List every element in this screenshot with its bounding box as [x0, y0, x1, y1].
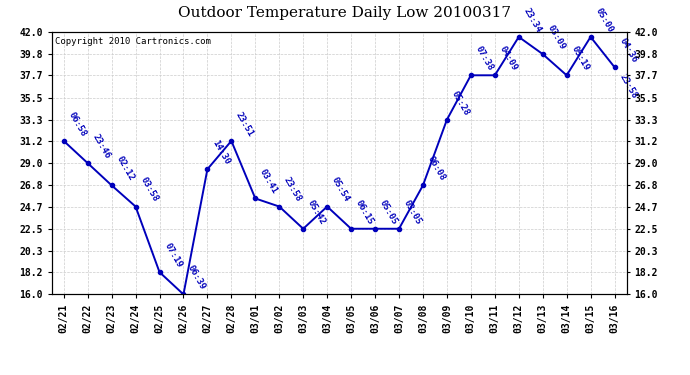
Text: 04:09: 04:09 — [497, 45, 519, 72]
Text: 05:00: 05:00 — [593, 6, 615, 34]
Text: Copyright 2010 Cartronics.com: Copyright 2010 Cartronics.com — [55, 37, 210, 46]
Text: Outdoor Temperature Daily Low 20100317: Outdoor Temperature Daily Low 20100317 — [179, 6, 511, 20]
Text: 23:34: 23:34 — [522, 6, 543, 34]
Text: 23:58: 23:58 — [618, 73, 638, 100]
Text: 06:39: 06:39 — [186, 264, 208, 292]
Text: 23:51: 23:51 — [234, 110, 255, 138]
Text: 02:12: 02:12 — [115, 155, 136, 183]
Text: 14:30: 14:30 — [210, 139, 231, 166]
Text: 03:05: 03:05 — [402, 198, 423, 226]
Text: 05:42: 05:42 — [306, 198, 327, 226]
Text: 23:46: 23:46 — [90, 133, 112, 160]
Text: 03:58: 03:58 — [139, 176, 159, 204]
Text: 03:41: 03:41 — [258, 168, 279, 196]
Text: 23:58: 23:58 — [282, 176, 304, 204]
Text: 06:15: 06:15 — [354, 198, 375, 226]
Text: 07:19: 07:19 — [162, 242, 184, 269]
Text: 06:58: 06:58 — [66, 110, 88, 138]
Text: 05:05: 05:05 — [378, 198, 399, 226]
Text: 05:54: 05:54 — [330, 176, 351, 204]
Text: 04:36: 04:36 — [618, 37, 638, 64]
Text: 03:09: 03:09 — [546, 24, 566, 51]
Text: 05:19: 05:19 — [569, 45, 591, 72]
Text: 07:38: 07:38 — [473, 45, 495, 72]
Text: 05:28: 05:28 — [450, 89, 471, 117]
Text: 06:08: 06:08 — [426, 155, 447, 183]
